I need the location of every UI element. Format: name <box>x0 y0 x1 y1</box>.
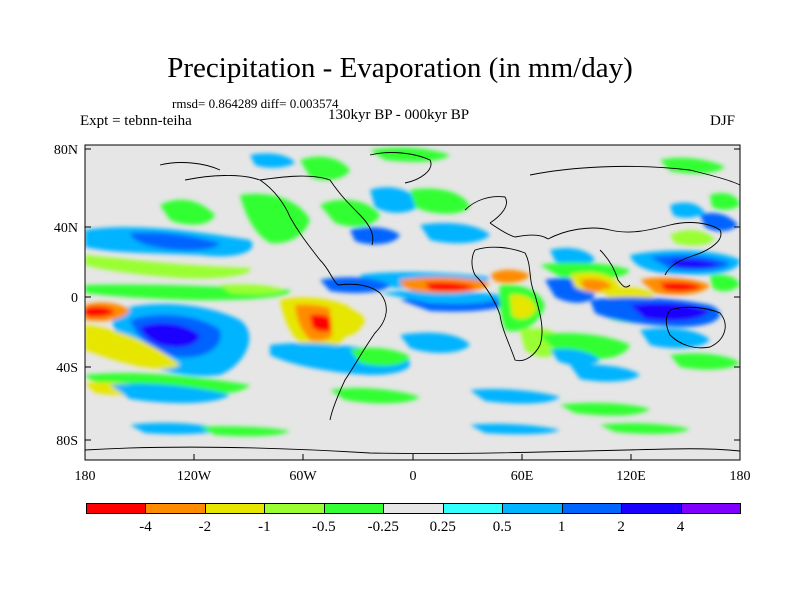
lon-tick-label: 180 <box>75 469 96 484</box>
legend-label: -4 <box>139 519 152 535</box>
lat-axis: 80N 40N 0 40S 80S <box>54 143 740 449</box>
legend-swatch <box>323 503 385 514</box>
period-label: 130kyr BP - 000kyr BP <box>328 107 470 123</box>
legend-label: 1 <box>557 519 566 535</box>
legend-swatch <box>502 503 563 514</box>
lon-tick-label: 180 <box>730 469 751 484</box>
legend-swatch <box>204 503 266 514</box>
map-figure: 80N 40N 0 40S 80S 180 120W 60W 0 60E 120… <box>54 143 751 484</box>
legend-label: -2 <box>198 519 212 535</box>
legend-swatch <box>442 503 504 514</box>
lat-tick-label: 80N <box>54 143 78 158</box>
lon-tick-label: 0 <box>410 469 417 484</box>
stats-label: rmsd= 0.864289 diff= 0.003574 <box>172 96 339 111</box>
color-legend: -4 -2 -1 -0.5 -0.25 0.25 0.5 1 2 4 <box>86 503 741 535</box>
season-label: DJF <box>710 113 736 129</box>
lon-tick-label: 120E <box>616 469 646 484</box>
lon-axis: 180 120W 60W 0 60E 120E 180 <box>75 454 751 484</box>
legend-swatch <box>561 503 623 514</box>
legend-label: -0.25 <box>367 519 399 535</box>
legend-label: 0.25 <box>429 519 456 535</box>
lon-tick-label: 60W <box>289 469 317 484</box>
legend-swatch <box>680 503 741 514</box>
lat-tick-label: 80S <box>56 434 78 449</box>
lat-tick-label: 0 <box>71 291 78 306</box>
lon-tick-label: 60E <box>511 469 534 484</box>
legend-label: 2 <box>617 519 625 535</box>
coastlines <box>85 152 740 454</box>
lon-tick-label: 120W <box>177 469 212 484</box>
legend-swatch <box>383 503 444 514</box>
field-plot <box>85 145 740 460</box>
lat-tick-label: 40S <box>56 361 78 376</box>
legend-label: 0.5 <box>492 519 512 535</box>
map-title: Precipitation - Evaporation (in mm/day) <box>167 52 633 84</box>
experiment-label: Expt = tebnn-teiha <box>80 113 192 129</box>
legend-label: 4 <box>676 519 685 535</box>
lat-tick-label: 40N <box>54 221 78 236</box>
legend-swatch <box>264 503 325 514</box>
legend-swatch <box>145 503 206 514</box>
legend-swatch <box>621 503 682 514</box>
legend-label: -1 <box>258 519 271 535</box>
legend-label: -0.5 <box>311 519 336 535</box>
legend-swatch <box>86 503 147 514</box>
